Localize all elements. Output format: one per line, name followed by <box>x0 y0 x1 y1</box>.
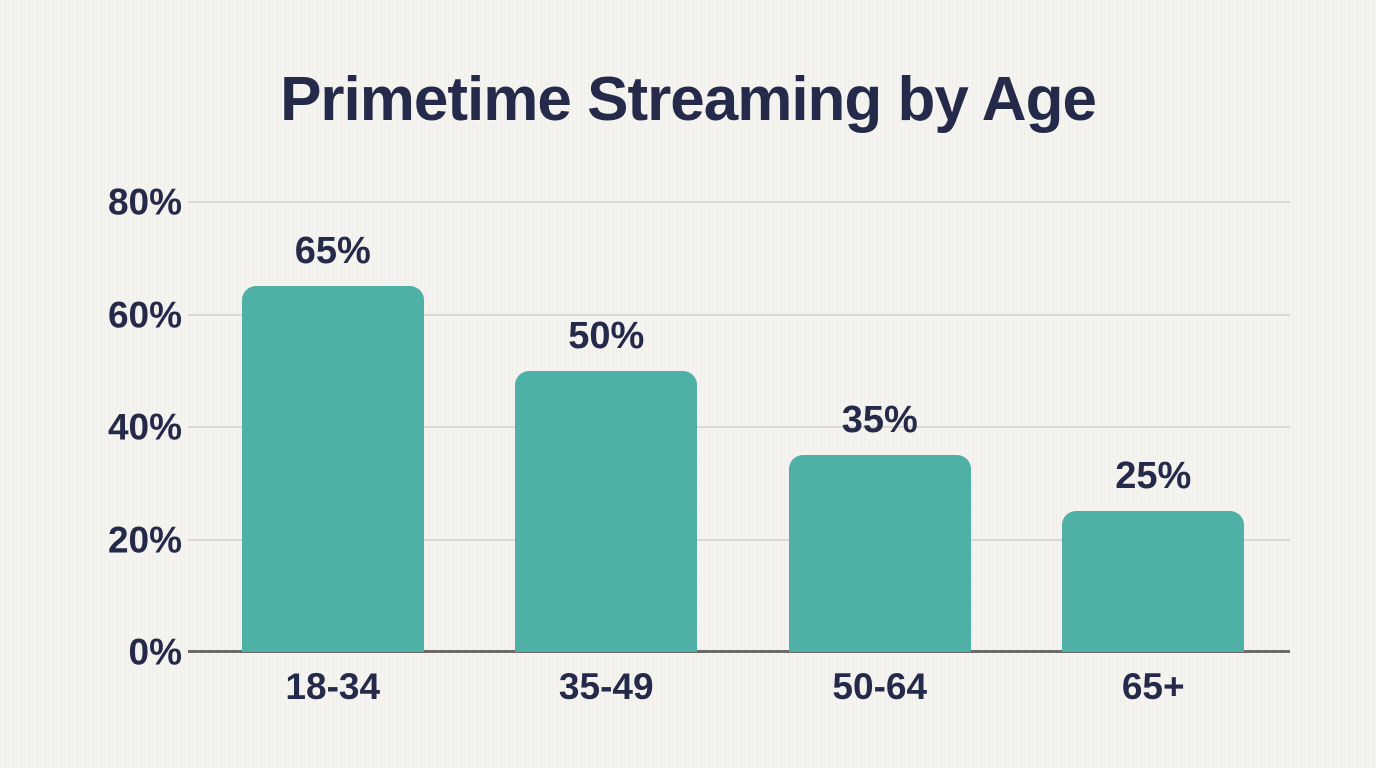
x-tick-label-35-49: 35-49 <box>558 666 654 707</box>
x-tick-label-50-64: 50-64 <box>832 666 928 707</box>
y-tick-label-20: 20% <box>107 519 182 560</box>
x-tick-label-18-34: 18-34 <box>285 666 381 707</box>
gridlines-layer <box>188 201 1290 653</box>
bar-value-label-18-34: 65% <box>294 230 371 273</box>
y-tick-label-40: 40% <box>107 406 182 448</box>
gridline-20 <box>188 538 1290 541</box>
bar-50-64 <box>788 455 971 652</box>
bar-group-50-64: 35% 50-64 <box>743 202 1017 705</box>
chart-title: Primetime Streaming by Age <box>280 65 1097 134</box>
bar-group-65+: 25% 65+ <box>1017 202 1291 705</box>
bar-group-35-49: 50% 35-49 <box>470 202 744 705</box>
bar-value-label-50-64: 35% <box>841 399 918 442</box>
bar-group-18-34: 65% 18-34 <box>196 202 470 705</box>
bar-value-label-65+: 25% <box>1115 455 1192 498</box>
y-tick-label-80: 80% <box>107 181 182 223</box>
gridline-60 <box>188 313 1290 316</box>
y-axis-labels: 0% 20% 40% 60% 80% <box>108 184 1290 671</box>
bar-18-34 <box>241 286 424 652</box>
x-tick-label-65+: 65+ <box>1121 666 1185 707</box>
gridline-80 <box>188 201 1290 203</box>
gridline-40 <box>188 426 1290 428</box>
x-axis-line <box>188 650 1290 653</box>
y-tick-label-0: 0% <box>128 631 182 673</box>
bar-65+ <box>1062 511 1245 652</box>
bar-value-label-35-49: 50% <box>568 314 645 357</box>
plot-area: 0% 20% 40% 60% 80% 65% 18-34 50% 35-49 35% 50-64 2… <box>108 184 1291 705</box>
bars-layer: 65% 18-34 50% 35-49 35% 50-64 25% 65+ <box>196 202 1291 705</box>
y-tick-label-60: 60% <box>107 294 182 335</box>
bar-35-49 <box>515 370 698 652</box>
